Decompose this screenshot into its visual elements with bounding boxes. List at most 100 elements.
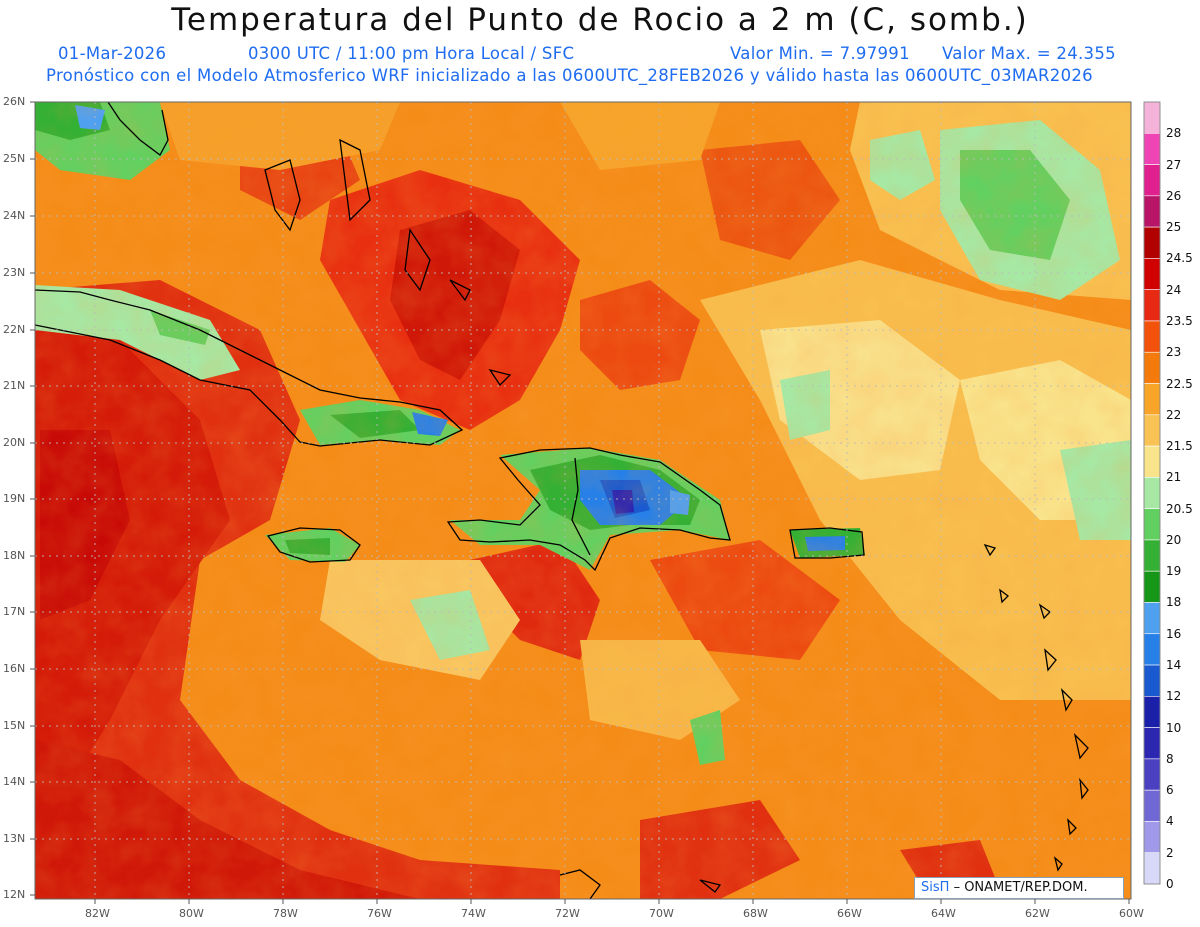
- colorbar-swatch: [1143, 727, 1161, 760]
- value-max: Valor Max. = 24.355: [942, 44, 1116, 63]
- colorbar-swatch: [1143, 852, 1161, 885]
- lat-label: 26N: [3, 95, 26, 108]
- colorbar-label: 6: [1166, 783, 1174, 798]
- colorbar-swatch: [1143, 164, 1161, 197]
- lat-label: 20N: [3, 436, 26, 449]
- forecast-time: 0300 UTC / 11:00 pm Hora Local / SFC: [248, 44, 575, 63]
- value-min: Valor Min. = 7.97991: [730, 44, 910, 63]
- lat-label: 16N: [3, 662, 26, 675]
- colorbar-label: 2: [1166, 845, 1174, 860]
- lat-label: 15N: [3, 719, 26, 732]
- jamaica-coast: [266, 527, 361, 563]
- lat-label: 17N: [3, 605, 26, 618]
- lat-label: 19N: [3, 492, 26, 505]
- puerto-rico-coast: [789, 527, 865, 559]
- colorbar-swatch: [1143, 664, 1161, 697]
- colorbar-label: 10: [1166, 720, 1182, 735]
- colorbar-label: 20.5: [1166, 501, 1193, 516]
- colorbar-label: 24.5: [1166, 251, 1193, 266]
- colorbar-swatch: [1143, 101, 1161, 134]
- cuba-coast: [35, 289, 464, 447]
- colorbar-swatch: [1143, 696, 1161, 728]
- colorbar-swatch: [1143, 758, 1161, 791]
- credit-text: – ONAMET/REP.DOM.: [953, 880, 1088, 895]
- map-plot-area: [35, 102, 1131, 899]
- map-frame: [34, 101, 1132, 900]
- south-coast: [559, 869, 722, 899]
- lon-label: 76W: [367, 907, 392, 920]
- lon-label: 70W: [649, 907, 674, 920]
- map-title: Temperatura del Punto de Rocio a 2 m (C,…: [171, 2, 1029, 38]
- lon-label: 68W: [743, 907, 768, 920]
- graticule: [35, 102, 1131, 899]
- lat-label: 12N: [3, 888, 26, 901]
- colorbar-label: 16: [1166, 626, 1182, 641]
- colorbar-swatch: [1143, 789, 1161, 822]
- colorbar-swatch: [1143, 445, 1161, 478]
- florida-coast: [107, 102, 169, 156]
- colorbar-swatch: [1143, 383, 1161, 416]
- lon-label: 78W: [273, 907, 298, 920]
- colorbar-swatch: [1143, 132, 1161, 165]
- forecast-date: 01-Mar-2026: [58, 44, 167, 63]
- colorbar-swatch: [1143, 226, 1161, 259]
- colorbar-swatch: [1143, 633, 1161, 666]
- lon-label: 64W: [931, 907, 956, 920]
- sispi-logo: SisΠ: [921, 880, 950, 895]
- colorbar-label: 23.5: [1166, 313, 1193, 328]
- colorbar-swatch: [1143, 477, 1161, 509]
- colorbar-swatch: [1143, 289, 1161, 322]
- colorbar-label: 20: [1166, 532, 1182, 547]
- lat-label: 22N: [3, 323, 26, 336]
- tick-marks: [30, 101, 1130, 904]
- colorbar-label: 24: [1166, 282, 1182, 297]
- lat-label: 18N: [3, 549, 26, 562]
- lon-label: 74W: [461, 907, 486, 920]
- colorbar-swatch: [1143, 602, 1161, 635]
- colorbar-swatch: [1143, 539, 1161, 572]
- colorbar-label: 14: [1166, 658, 1182, 673]
- colorbar-label: 22.5: [1166, 376, 1193, 391]
- model-info: Pronóstico con el Modelo Atmosferico WRF…: [46, 66, 1093, 85]
- colorbar-label: 12: [1166, 689, 1182, 704]
- colorbar-label: 27: [1166, 157, 1182, 172]
- lat-label: 14N: [3, 775, 26, 788]
- colorbar-label: 26: [1166, 188, 1182, 203]
- lat-label: 13N: [3, 832, 26, 845]
- lat-label: 25N: [3, 152, 26, 165]
- lon-label: 60W: [1119, 907, 1144, 920]
- colorbar-label: 21.5: [1166, 439, 1193, 454]
- colorbar-label: 23: [1166, 345, 1182, 360]
- colorbar-swatch: [1143, 258, 1161, 290]
- colorbar-swatch: [1143, 414, 1161, 447]
- haiti-dr-border: [571, 457, 591, 556]
- colorbar-label: 28: [1166, 126, 1182, 141]
- colorbar-label: 8: [1166, 751, 1174, 766]
- lat-label: 23N: [3, 266, 26, 279]
- lat-label: 24N: [3, 209, 26, 222]
- lon-label: 62W: [1025, 907, 1050, 920]
- colorbar-swatch: [1143, 320, 1161, 353]
- colorbar-swatch: [1143, 351, 1161, 384]
- colorbar-swatch: [1143, 821, 1161, 854]
- colorbar-swatch: [1143, 195, 1161, 228]
- colorbar-label: 19: [1166, 564, 1182, 579]
- lon-label: 82W: [85, 907, 110, 920]
- colorbar-label: 22: [1166, 407, 1182, 422]
- lesser-antilles-coast: [983, 543, 1089, 872]
- lon-label: 72W: [555, 907, 580, 920]
- colorbar-label: 18: [1166, 595, 1182, 610]
- colorbar: [1143, 101, 1161, 885]
- colorbar-label: 21: [1166, 470, 1182, 485]
- colorbar-swatch: [1143, 508, 1161, 541]
- colorbar-swatch: [1143, 570, 1161, 603]
- hispaniola-coast: [446, 447, 731, 572]
- credit-box: SisΠ – ONAMET/REP.DOM.: [914, 877, 1124, 899]
- colorbar-frame: [1143, 101, 1161, 885]
- colorbar-label: 4: [1166, 814, 1174, 829]
- lat-label: 21N: [3, 379, 26, 392]
- colorbar-label: 25: [1166, 220, 1182, 235]
- lon-label: 66W: [837, 907, 862, 920]
- bahamas-coast: [264, 138, 512, 387]
